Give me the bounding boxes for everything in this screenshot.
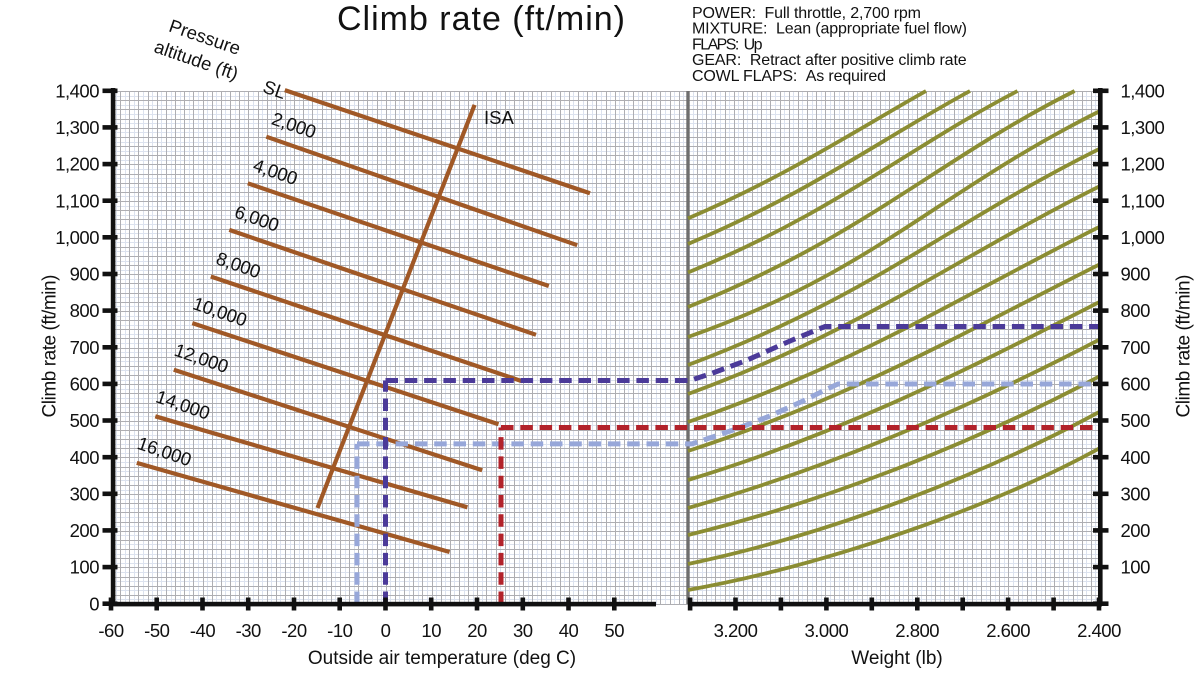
svg-text:0: 0 <box>381 620 391 641</box>
svg-text:900: 900 <box>1121 264 1151 285</box>
svg-text:1,400: 1,400 <box>1121 80 1165 101</box>
svg-text:700: 700 <box>70 337 100 358</box>
svg-text:-50: -50 <box>144 620 169 641</box>
svg-text:-20: -20 <box>281 620 306 641</box>
svg-text:1,100: 1,100 <box>1121 190 1165 211</box>
svg-text:40: 40 <box>559 620 579 641</box>
svg-text:300: 300 <box>70 483 100 504</box>
svg-text:50: 50 <box>604 620 624 641</box>
svg-text:1,000: 1,000 <box>1121 227 1165 248</box>
svg-text:600: 600 <box>1121 374 1151 395</box>
svg-text:400: 400 <box>70 447 100 468</box>
svg-text:POWER: Full throttle, 2,700 r: POWER: Full throttle, 2,700 rpm <box>692 5 921 22</box>
svg-text:-10: -10 <box>327 620 352 641</box>
svg-text:3.000: 3.000 <box>805 620 849 641</box>
svg-text:700: 700 <box>1121 337 1151 358</box>
svg-text:200: 200 <box>70 520 100 541</box>
svg-text:-60: -60 <box>98 620 123 641</box>
svg-text:500: 500 <box>70 410 100 431</box>
svg-text:1,000: 1,000 <box>55 227 99 248</box>
svg-text:Outside air temperature (deg C: Outside air temperature (deg C) <box>308 648 576 669</box>
svg-text:1,400: 1,400 <box>55 80 99 101</box>
svg-text:900: 900 <box>70 264 100 285</box>
svg-text:FLAPS: Up: FLAPS: Up <box>692 36 763 53</box>
svg-text:10: 10 <box>421 620 441 641</box>
svg-text:0: 0 <box>89 593 99 614</box>
svg-text:Weight (lb): Weight (lb) <box>851 648 943 669</box>
svg-text:400: 400 <box>1121 447 1151 468</box>
svg-text:ISA: ISA <box>484 107 514 128</box>
svg-text:800: 800 <box>1121 300 1151 321</box>
svg-text:2.800: 2.800 <box>895 620 939 641</box>
svg-text:3.200: 3.200 <box>714 620 758 641</box>
svg-text:800: 800 <box>70 300 100 321</box>
svg-text:GEAR: Retract after positive: GEAR: Retract after positive climb rate <box>692 52 967 69</box>
svg-text:MIXTURE: Lean (appropriate fu: MIXTURE: Lean (appropriate fuel flow) <box>692 21 967 38</box>
svg-text:COWL FLAPS: As required: COWL FLAPS: As required <box>692 68 886 85</box>
svg-text:200: 200 <box>1121 520 1151 541</box>
svg-text:1,200: 1,200 <box>1121 154 1165 175</box>
svg-text:100: 100 <box>70 557 100 578</box>
svg-text:300: 300 <box>1121 483 1151 504</box>
svg-text:1,100: 1,100 <box>55 190 99 211</box>
svg-text:Climb rate (ft/min): Climb rate (ft/min) <box>1174 275 1195 418</box>
svg-text:1,300: 1,300 <box>1121 117 1165 138</box>
svg-text:Climb rate (ft/min): Climb rate (ft/min) <box>337 0 625 38</box>
svg-text:1,300: 1,300 <box>55 117 99 138</box>
svg-text:2.600: 2.600 <box>986 620 1030 641</box>
svg-text:2.400: 2.400 <box>1077 620 1121 641</box>
svg-text:1,200: 1,200 <box>55 154 99 175</box>
svg-text:100: 100 <box>1121 557 1151 578</box>
svg-text:30: 30 <box>513 620 533 641</box>
svg-text:500: 500 <box>1121 410 1151 431</box>
svg-text:20: 20 <box>467 620 487 641</box>
svg-text:600: 600 <box>70 374 100 395</box>
svg-text:-30: -30 <box>236 620 261 641</box>
svg-text:Climb rate (ft/min): Climb rate (ft/min) <box>40 275 61 418</box>
svg-text:-40: -40 <box>190 620 215 641</box>
